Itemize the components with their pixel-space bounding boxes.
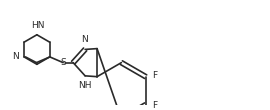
- Text: F: F: [152, 71, 157, 80]
- Text: HN: HN: [31, 21, 45, 29]
- Text: S: S: [60, 58, 66, 67]
- Text: N: N: [81, 35, 87, 44]
- Text: F: F: [152, 101, 157, 110]
- Text: NH: NH: [78, 81, 91, 90]
- Text: N: N: [13, 52, 19, 61]
